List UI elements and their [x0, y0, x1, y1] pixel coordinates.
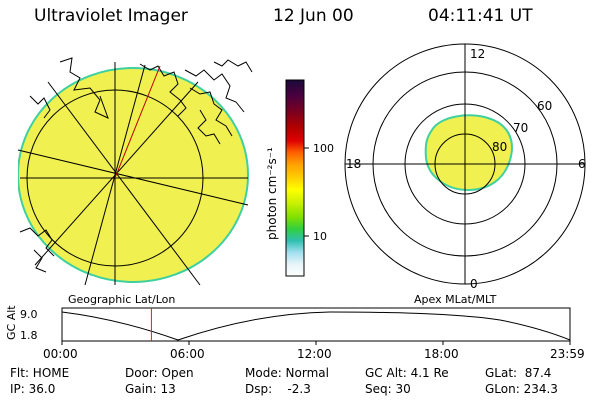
- instrument-title: Ultraviolet Imager: [34, 6, 188, 26]
- geographic-map: [0, 57, 253, 290]
- mlt-label-12: 12: [470, 47, 485, 61]
- status-glat: GLat: 87.4: [485, 366, 552, 380]
- status-seq: Seq: 30: [365, 382, 411, 396]
- status-gc-alt: GC Alt: 4.1 Re: [365, 366, 449, 380]
- mlt-label-6: 6: [578, 157, 586, 171]
- status-mode: Mode: Normal: [245, 366, 329, 380]
- orbit-ytick-high: 9.0: [20, 308, 38, 321]
- geo-meridian-marker: [114, 65, 161, 179]
- orbit-strip: [61, 307, 571, 345]
- time-label: 04:11:41 UT: [428, 6, 533, 26]
- status-glon: GLon: 234.3: [485, 382, 558, 396]
- lat-label-70: 70: [513, 121, 528, 135]
- lat-label-80: 80: [492, 140, 507, 154]
- colorbar-tick-100: 100: [313, 142, 334, 155]
- orbit-ylabel: GC Alt: [5, 305, 18, 340]
- lat-label-60: 60: [537, 99, 552, 113]
- status-door: Door: Open: [125, 366, 194, 380]
- polar-aurora-blob: [424, 114, 513, 192]
- orbit-xtick-0600: 06:00: [170, 347, 205, 361]
- status-gain: Gain: 13: [125, 382, 176, 396]
- mlt-label-0: 0: [470, 277, 478, 291]
- orbit-xtick-1200: 12:00: [297, 347, 332, 361]
- coastlines: [19, 57, 253, 273]
- geo-aurora-fill: [17, 67, 249, 283]
- colorbar: 100 10 photon cm⁻²s⁻¹: [265, 79, 334, 277]
- colorbar-gradient: [285, 79, 305, 277]
- colorbar-tick-10: 10: [313, 230, 327, 243]
- orbit-altitude-curve: [61, 311, 571, 341]
- mlt-label-18: 18: [346, 157, 361, 171]
- status-ip: IP: 36.0: [10, 382, 56, 396]
- orbit-xtick-1800: 18:00: [424, 347, 459, 361]
- status-dsp: Dsp: -2.3: [245, 382, 311, 396]
- date-label: 12 Jun 00: [273, 6, 354, 26]
- geo-panel-label: Geographic Lat/Lon: [68, 293, 176, 306]
- orbit-ytick-low: 1.8: [20, 329, 38, 342]
- polar-panel-label: Apex MLat/MLT: [414, 293, 497, 306]
- orbit-xtick-2359: 23:59: [550, 347, 585, 361]
- orbit-xtick-0000: 00:00: [43, 347, 78, 361]
- status-flt: Flt: HOME: [10, 366, 70, 380]
- polar-plot: 12 18 6 0 60 70 80: [344, 43, 586, 291]
- colorbar-unit-label: photon cm⁻²s⁻¹: [265, 147, 279, 240]
